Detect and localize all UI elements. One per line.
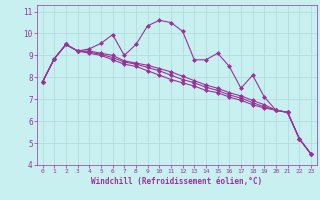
X-axis label: Windchill (Refroidissement éolien,°C): Windchill (Refroidissement éolien,°C) — [91, 177, 262, 186]
